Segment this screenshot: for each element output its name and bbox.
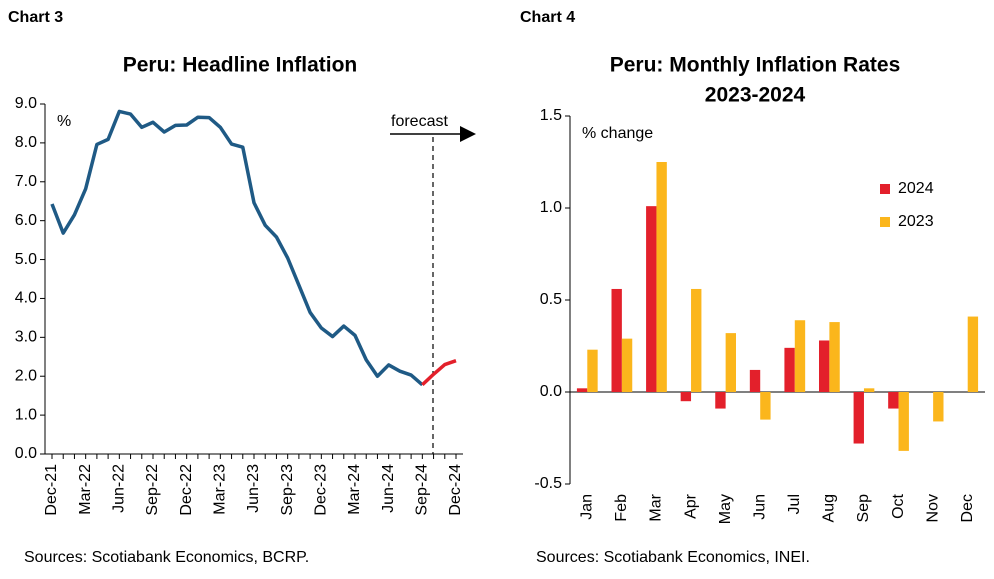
x-tick-label: Feb bbox=[613, 494, 630, 522]
x-tick-label: Mar-23 bbox=[212, 464, 229, 515]
chart-label: Chart 4 bbox=[520, 9, 575, 26]
x-tick-label: Jul bbox=[786, 494, 803, 514]
y-tick-label: -0.5 bbox=[534, 475, 562, 492]
x-tick-label: Sep bbox=[855, 494, 872, 523]
x-tick-label: Oct bbox=[890, 493, 907, 518]
x-tick-label: Jun-22 bbox=[111, 464, 128, 513]
bar bbox=[853, 392, 864, 444]
bar bbox=[691, 288, 702, 392]
bar bbox=[680, 392, 692, 402]
bar bbox=[819, 340, 830, 392]
source: Sources: Scotiabank Economics, INEI. bbox=[536, 549, 810, 566]
bar bbox=[967, 316, 979, 392]
bar bbox=[656, 162, 667, 392]
x-tick-label: Mar bbox=[648, 493, 665, 521]
x-tick-label: Jun-23 bbox=[245, 464, 262, 513]
line-series bbox=[50, 109, 424, 387]
legend-swatch bbox=[880, 184, 890, 194]
y-axis-label: % change bbox=[582, 125, 653, 142]
chart-subtitle: 2023-2024 bbox=[705, 84, 806, 107]
x-tick-label: Nov bbox=[924, 494, 941, 522]
chart-title: Peru: Headline Inflation bbox=[123, 54, 358, 77]
bar bbox=[715, 392, 726, 409]
chart-title: Peru: Monthly Inflation Rates bbox=[610, 54, 901, 77]
x-tick-label: Dec-23 bbox=[313, 464, 330, 516]
bar bbox=[576, 388, 588, 392]
x-tick-label: Jun-24 bbox=[380, 464, 397, 513]
y-tick-label: 1.5 bbox=[540, 107, 562, 124]
x-tick-label: Mar-22 bbox=[77, 464, 94, 515]
bar bbox=[760, 392, 771, 420]
x-tick-label: Sep-23 bbox=[279, 464, 296, 516]
y-tick-label: 8.0 bbox=[15, 134, 37, 151]
bar bbox=[829, 322, 840, 392]
y-tick-label: 1.0 bbox=[540, 199, 562, 216]
forecast-label: forecast bbox=[391, 113, 448, 130]
y-tick-label: 1.0 bbox=[15, 406, 37, 423]
legend-label: 2023 bbox=[898, 213, 934, 230]
line-series bbox=[421, 359, 457, 387]
bar bbox=[621, 338, 633, 392]
y-tick-label: 0.0 bbox=[540, 383, 562, 400]
chart-label: Chart 3 bbox=[8, 9, 63, 26]
bar bbox=[646, 206, 657, 392]
x-tick-label: Sep-24 bbox=[414, 464, 431, 516]
x-tick-label: Mar-24 bbox=[346, 464, 363, 515]
legend-label: 2024 bbox=[898, 180, 934, 197]
y-axis-label: % bbox=[57, 113, 71, 130]
x-tick-label: Sep-22 bbox=[144, 464, 161, 516]
forecast-arrowhead bbox=[460, 126, 476, 142]
y-tick-label: 3.0 bbox=[15, 329, 37, 346]
bar bbox=[725, 333, 736, 392]
y-tick-label: 0.0 bbox=[15, 445, 37, 462]
x-tick-label: May bbox=[717, 494, 734, 524]
bar bbox=[587, 349, 598, 392]
y-tick-label: 0.5 bbox=[540, 291, 562, 308]
source: Sources: Scotiabank Economics, BCRP. bbox=[24, 549, 309, 566]
bar bbox=[898, 392, 909, 451]
x-tick-label: Aug bbox=[821, 494, 838, 522]
bar bbox=[888, 392, 899, 409]
bar bbox=[611, 288, 622, 392]
bar bbox=[749, 369, 761, 392]
bar bbox=[863, 388, 875, 392]
x-tick-label: Jun bbox=[751, 494, 768, 520]
y-tick-label: 6.0 bbox=[15, 212, 37, 229]
x-tick-label: Jan bbox=[579, 494, 596, 520]
legend-swatch bbox=[880, 217, 890, 227]
x-tick-label: Dec-21 bbox=[43, 464, 60, 516]
x-tick-label: Dec-22 bbox=[178, 464, 195, 516]
y-tick-label: 4.0 bbox=[15, 290, 37, 307]
x-tick-label: Dec bbox=[959, 494, 976, 522]
bar bbox=[784, 347, 795, 392]
x-tick-label: Dec-24 bbox=[447, 464, 464, 516]
y-tick-label: 2.0 bbox=[15, 367, 37, 384]
bar bbox=[933, 392, 944, 422]
y-tick-label: 5.0 bbox=[15, 251, 37, 268]
y-tick-label: 7.0 bbox=[15, 173, 37, 190]
bar bbox=[794, 320, 806, 392]
y-tick-label: 9.0 bbox=[15, 95, 37, 112]
x-tick-label: Apr bbox=[682, 493, 699, 519]
